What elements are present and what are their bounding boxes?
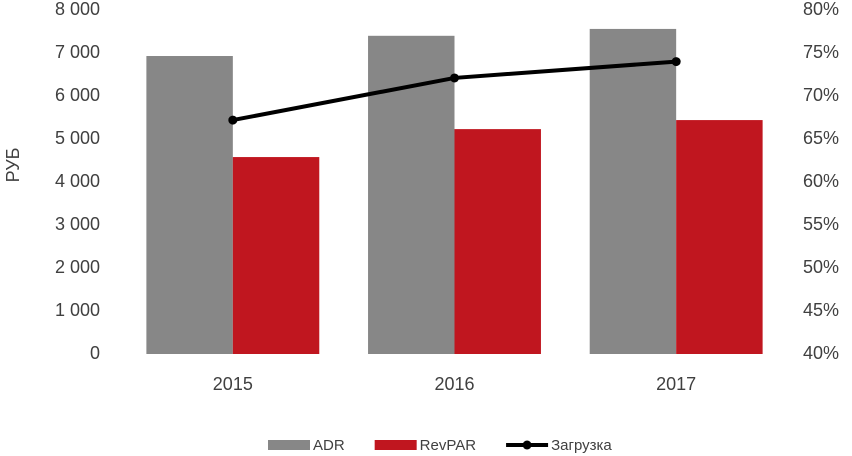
y2-tick-label: 40% [803, 343, 839, 363]
x-tick-label: 2015 [213, 374, 253, 394]
y2-tick-label: 65% [803, 128, 839, 148]
y-tick-label: 2 000 [55, 257, 100, 277]
line-marker [450, 73, 459, 83]
y-axis-label: РУБ [3, 148, 23, 183]
y2-tick-label: 50% [803, 257, 839, 277]
bar [454, 129, 541, 354]
legend-label: ADR [313, 437, 345, 454]
bar [589, 28, 677, 354]
y-tick-label: 4 000 [55, 171, 100, 191]
y-tick-label: 3 000 [55, 214, 100, 234]
legend-swatch [522, 440, 532, 450]
line-marker [228, 115, 238, 125]
y-tick-label: 1 000 [55, 300, 100, 320]
bar [676, 120, 763, 354]
y2-tick-label: 70% [803, 85, 839, 105]
y-tick-label: 6 000 [55, 85, 100, 105]
y-tick-label: 0 [90, 343, 100, 363]
x-tick-label: 2017 [656, 374, 696, 394]
y-tick-label: 5 000 [55, 128, 100, 148]
legend-label: Загрузка [551, 437, 612, 454]
bar [146, 56, 233, 354]
bar [232, 157, 320, 354]
y2-tick-label: 60% [803, 171, 839, 191]
y2-tick-label: 75% [803, 42, 839, 62]
line-marker [671, 57, 681, 67]
legend-swatch [268, 440, 310, 450]
x-tick-label: 2016 [434, 374, 474, 394]
bar [368, 35, 455, 355]
y2-tick-label: 55% [803, 214, 839, 234]
y-tick-label: 7 000 [55, 42, 100, 62]
legend-swatch [374, 440, 417, 450]
y2-tick-label: 80% [803, 0, 839, 19]
y-tick-label: 8 000 [55, 0, 100, 19]
y2-tick-label: 45% [803, 300, 839, 320]
legend-label: RevPAR [420, 437, 477, 454]
